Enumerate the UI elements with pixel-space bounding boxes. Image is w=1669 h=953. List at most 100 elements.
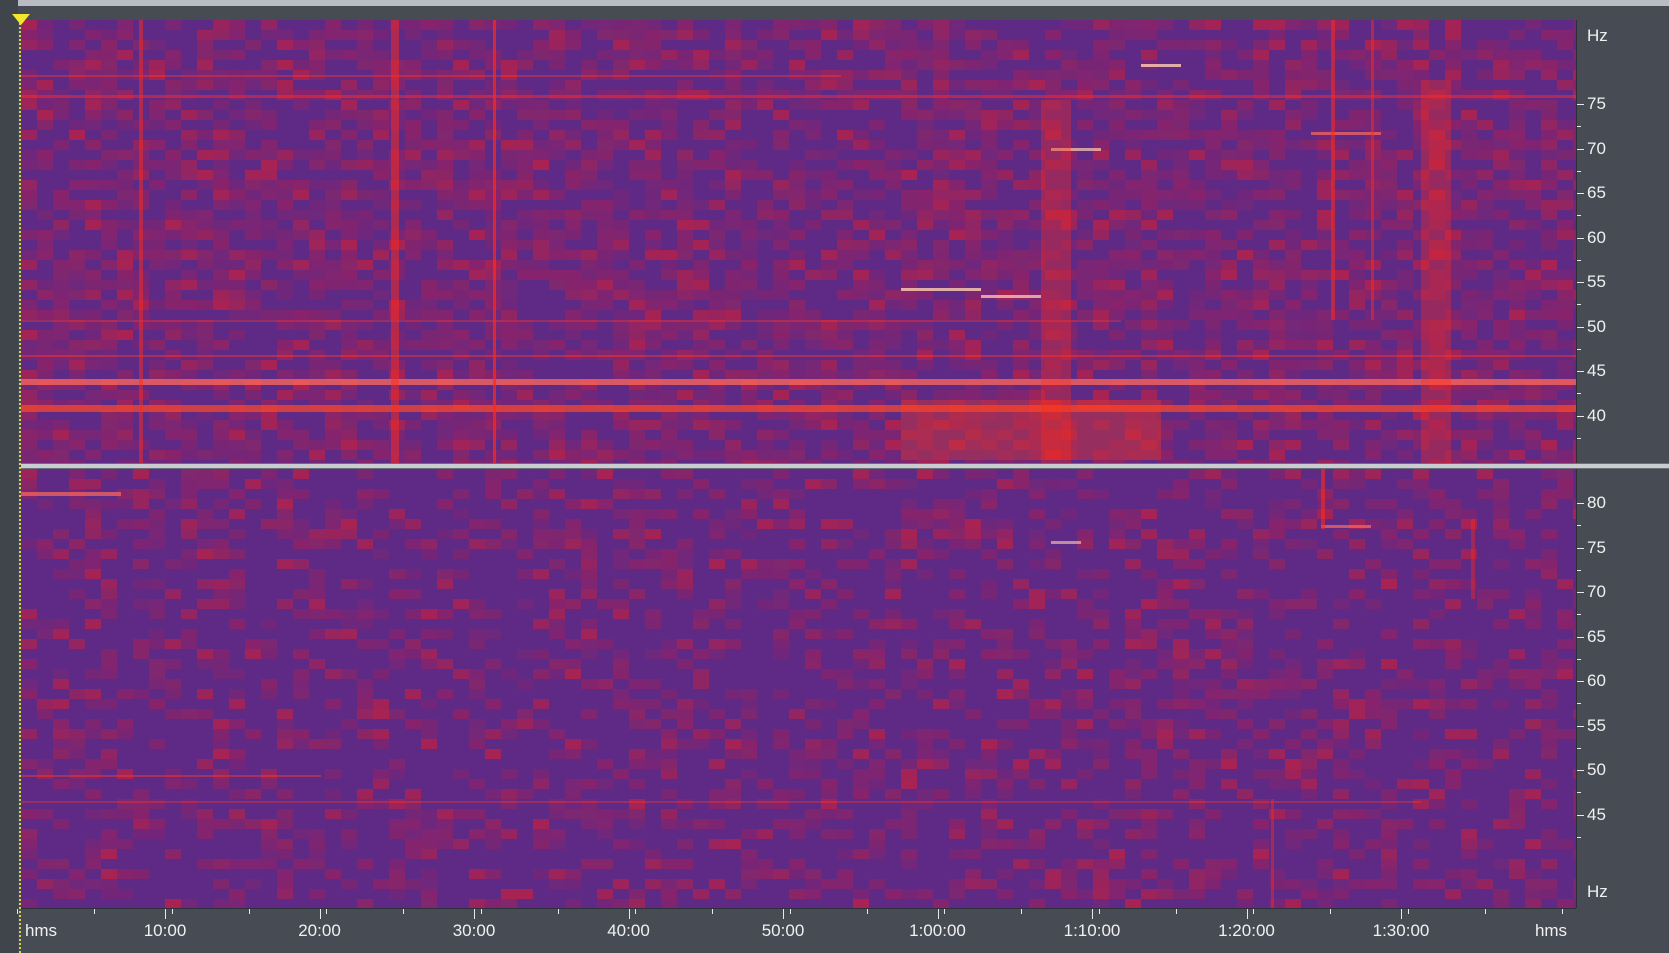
spectral-noise-cell (1381, 849, 1397, 859)
spectral-noise-cell (1125, 450, 1141, 460)
spectral-noise-cell (213, 340, 229, 350)
spectral-noise-cell (1429, 699, 1445, 709)
spectral-noise-cell (1397, 370, 1413, 380)
frequency-ruler-bottom[interactable]: Hz 80 75 70 65 60 55 50 45 (1576, 469, 1669, 908)
spectral-noise-cell (1221, 260, 1237, 270)
spectral-noise-cell (1461, 410, 1477, 420)
spectral-noise-cell (1269, 869, 1285, 879)
spectral-noise-cell (277, 60, 293, 70)
spectral-noise-cell (1429, 519, 1445, 529)
channel-separator[interactable] (21, 463, 1669, 469)
spectral-noise-cell (645, 100, 661, 110)
spectral-noise-cell (677, 589, 693, 599)
spectral-noise-cell (1317, 460, 1333, 463)
spectral-noise-cell (1173, 729, 1189, 739)
spectral-noise-cell (1045, 549, 1061, 559)
spectral-noise-cell (1157, 120, 1173, 130)
spectral-noise-cell (1381, 200, 1397, 210)
frequency-ruler-top[interactable]: Hz 75 70 65 60 55 50 45 40 (1576, 20, 1669, 463)
spectral-noise-cell (341, 430, 357, 440)
spectral-noise-cell (1573, 809, 1576, 819)
spectral-noise-cell (933, 190, 949, 200)
time-tick (1092, 909, 1093, 919)
spectral-noise-cell (1301, 519, 1317, 529)
spectral-noise-cell (69, 749, 85, 759)
spectral-noise-cell (1541, 30, 1557, 40)
spectral-noise-cell (693, 889, 709, 899)
spectral-noise-cell (549, 619, 565, 629)
spectral-noise-cell (613, 489, 629, 499)
spectral-noise-cell (645, 749, 661, 759)
spectral-noise-cell (501, 240, 517, 250)
triangle-down-icon[interactable] (12, 14, 30, 25)
spectral-noise-cell (117, 799, 133, 809)
playhead-line[interactable] (19, 18, 21, 953)
spectral-noise-cell (1045, 410, 1061, 420)
spectral-noise-cell (181, 529, 197, 539)
spectral-noise-cell (661, 469, 677, 479)
spectral-noise-cell (1221, 609, 1237, 619)
frequency-tick (1577, 636, 1584, 638)
spectral-noise-cell (1093, 489, 1109, 499)
spectral-noise-cell (1141, 829, 1157, 839)
spectral-noise-cell (773, 20, 789, 30)
spectral-noise-cell (677, 709, 693, 719)
time-ruler[interactable]: hms hms 10:00 20:00 30:00 40:00 50:00 1:00:00… (17, 908, 1576, 948)
spectral-noise-cell (245, 390, 261, 400)
spectral-noise-cell (597, 20, 613, 30)
spectral-noise-cell (693, 280, 709, 290)
spectral-noise-cell (533, 260, 549, 270)
spectrogram-channel-right[interactable] (21, 469, 1576, 908)
ruler-corner (1576, 908, 1669, 953)
spectral-noise-cell (805, 360, 821, 370)
frequency-minor-tick (1577, 126, 1581, 128)
spectral-noise-cell (197, 509, 213, 519)
spectral-noise-cell (437, 70, 453, 80)
spectral-noise-cell (1253, 430, 1269, 440)
spectral-noise-cell (1317, 669, 1333, 679)
spectral-noise-cell (293, 100, 309, 110)
spectral-noise-cell (277, 869, 293, 879)
spectral-noise-cell (997, 529, 1013, 539)
spectral-noise-cell (149, 739, 165, 749)
spectral-noise-cell (789, 769, 805, 779)
spectral-noise-cell (1397, 430, 1413, 440)
spectral-noise-cell (725, 370, 741, 380)
spectral-noise-cell (117, 180, 133, 190)
spectral-noise-cell (773, 240, 789, 250)
spectrogram-channel-left[interactable] (21, 20, 1576, 463)
spectral-noise-cell (597, 899, 613, 908)
spectral-noise-cell (165, 899, 181, 908)
spectral-noise-cell (677, 290, 693, 300)
spectral-noise-cell (1445, 659, 1461, 669)
spectral-noise-cell (1541, 150, 1557, 160)
spectral-noise-cell (741, 100, 757, 110)
spectral-noise-cell (1109, 310, 1125, 320)
spectral-noise-cell (597, 240, 613, 250)
spectral-noise-cell (965, 210, 981, 220)
spectral-noise-cell (709, 609, 725, 619)
spectral-noise-cell (1093, 899, 1109, 908)
spectral-noise-cell (261, 140, 277, 150)
spectral-noise-cell (165, 769, 181, 779)
spectral-noise-cell (1157, 260, 1173, 270)
spectral-noise-cell (1157, 719, 1173, 729)
spectral-noise-cell (1461, 869, 1477, 879)
spectral-noise-cell (869, 549, 885, 559)
spectral-noise-cell (325, 220, 341, 230)
spectral-noise-cell (1573, 350, 1576, 360)
spectral-noise-cell (341, 629, 357, 639)
spectral-noise-cell (1525, 370, 1541, 380)
spectral-noise-cell (309, 120, 325, 130)
spectral-noise-cell (1013, 270, 1029, 280)
spectral-noise-cell (1173, 749, 1189, 759)
spectral-noise-cell (997, 669, 1013, 679)
spectral-noise-cell (1461, 879, 1477, 889)
spectral-noise-cell (693, 320, 709, 330)
spectral-noise-cell (1029, 450, 1045, 460)
spectral-noise-cell (565, 390, 581, 400)
spectral-noise-cell (213, 150, 229, 160)
spectral-noise-cell (949, 879, 965, 889)
spectral-noise-cell (1269, 679, 1285, 689)
spectral-noise-cell (1189, 539, 1205, 549)
